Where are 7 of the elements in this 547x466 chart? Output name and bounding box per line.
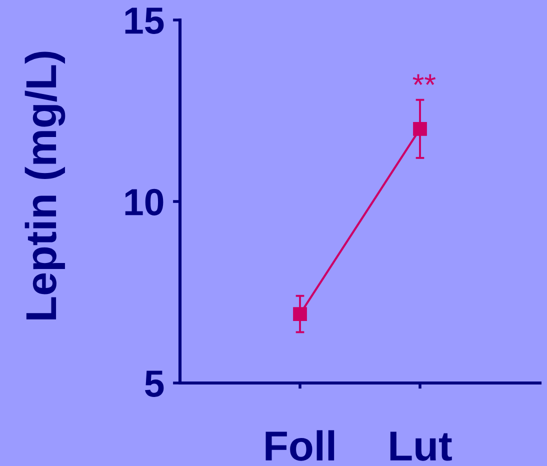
x-tick-label: Lut [390,432,452,461]
y-tick-label: 5 [145,370,164,397]
y-tick-label: 10 [125,188,164,216]
annotation: ** [412,74,436,85]
x-tick-label: Foll [266,430,334,461]
y-axis-title: Leptin (mg/L) [24,52,66,320]
y-tick-label: 15 [125,8,164,34]
